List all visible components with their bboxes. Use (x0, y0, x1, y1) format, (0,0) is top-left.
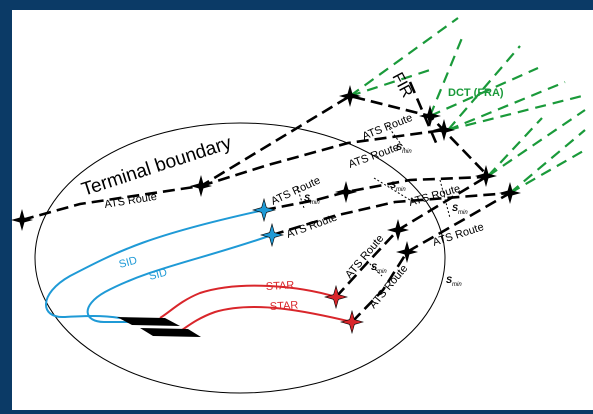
svg-text:S: S (452, 203, 458, 213)
svg-text:min: min (402, 149, 412, 155)
sid-waypoint-2 (260, 223, 284, 247)
svg-text:S: S (371, 262, 377, 272)
svg-text:min: min (458, 210, 468, 216)
diagram-canvas (12, 10, 593, 410)
star-lines (159, 284, 353, 331)
sid-lines (45, 209, 273, 323)
ats-route-label-1: ATS Route (104, 191, 158, 211)
svg-text:S: S (396, 142, 402, 152)
dct-lines (349, 17, 586, 194)
s-min-label-6: S min (446, 275, 462, 288)
svg-text:min: min (310, 200, 320, 206)
star-waypoints (324, 285, 364, 334)
sid-label-1: SID (118, 255, 139, 271)
runways (117, 317, 201, 337)
fir-label: FIR (388, 70, 415, 101)
waypoint-fir-a (339, 85, 361, 107)
svg-text:S: S (304, 193, 310, 203)
star-label-2: STAR (270, 300, 299, 313)
svg-text:S: S (446, 275, 452, 285)
star-label-1: STAR (266, 280, 295, 293)
ats-route-label-5: ATS Route (285, 211, 339, 240)
svg-text:min: min (377, 269, 387, 275)
svg-text:min: min (396, 187, 406, 193)
terminal-boundary-label: Terminal boundary (79, 132, 235, 200)
waypoint-terminal (190, 175, 212, 197)
s-min-label-5: S min (371, 262, 387, 275)
sid-label-2: SID (148, 267, 169, 283)
svg-text:min: min (452, 282, 462, 288)
dct-fra-label: DCT (FRA) (448, 87, 504, 99)
svg-text:S: S (390, 180, 396, 190)
ats-route-label-3: ATS Route (361, 112, 415, 143)
waypoint-mid-a (335, 181, 357, 203)
terminal-boundary-ellipse (34, 122, 446, 394)
s-min-label-4: S min (452, 203, 468, 216)
waypoint-mid-c (396, 241, 418, 263)
s-min-label-2: S min (304, 193, 320, 206)
ats-routes (21, 81, 511, 323)
s-min-label-3: S min (390, 180, 406, 193)
separation-markers (296, 124, 451, 277)
waypoint-west (11, 209, 33, 231)
s-min-label-1: S min (396, 142, 412, 155)
